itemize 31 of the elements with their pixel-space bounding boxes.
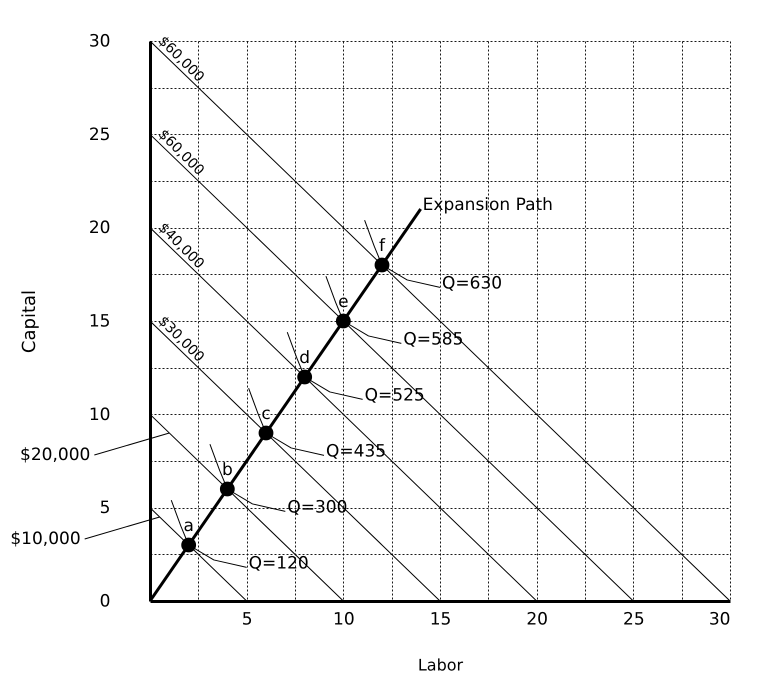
data-label: c [261, 404, 271, 424]
y-tick-label: 25 [88, 124, 110, 145]
point [220, 482, 235, 496]
point [297, 370, 312, 384]
x-tick-label: 30 [708, 610, 730, 630]
point [258, 426, 274, 440]
data-label: f [379, 236, 386, 256]
series-label: Expansion Path [422, 195, 553, 215]
y-axis-title: Capital [18, 290, 40, 354]
x-tick-label: 10 [333, 610, 355, 630]
data-label: e [338, 292, 349, 312]
x-tick-label: 15 [430, 610, 452, 630]
data-label: d [299, 348, 310, 368]
data-label: b [222, 460, 233, 480]
x-tick-label: 20 [526, 610, 548, 630]
x-axis-title: Labor [418, 656, 464, 674]
legend-label: $20,000 [20, 445, 90, 465]
y-tick-label: 15 [88, 312, 110, 332]
y-tick-label: 10 [88, 404, 110, 425]
y-tick-label: 0 [100, 592, 110, 612]
x-tick-label: 5 [242, 610, 253, 630]
x-tick-label: 25 [623, 610, 645, 630]
series-label: Q=630 [442, 273, 502, 294]
y-tick-label: 5 [100, 498, 110, 518]
point [336, 314, 351, 328]
point [181, 538, 196, 552]
data-label: a [183, 516, 194, 536]
y-tick-label: 30 [88, 32, 110, 52]
legend-label: $10,000 [10, 529, 81, 549]
y-tick-label: 20 [88, 218, 110, 238]
point [374, 258, 390, 272]
